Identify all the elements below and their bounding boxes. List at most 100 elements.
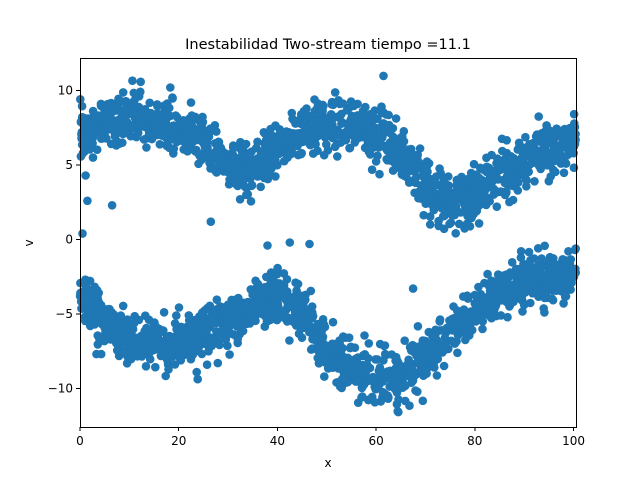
data-point <box>181 124 191 133</box>
data-point <box>414 357 424 367</box>
data-point <box>546 172 555 181</box>
data-point <box>548 295 558 305</box>
data-point <box>571 244 580 253</box>
data-point <box>348 131 358 141</box>
data-point <box>192 367 201 377</box>
data-point <box>439 361 449 371</box>
data-point <box>425 176 435 186</box>
data-point <box>559 168 569 178</box>
data-point <box>392 367 402 377</box>
data-point <box>92 349 101 359</box>
data-point <box>564 247 573 256</box>
data-point <box>261 304 270 314</box>
data-point <box>400 336 410 346</box>
data-point <box>529 254 539 263</box>
data-point <box>444 344 453 354</box>
data-point <box>471 317 481 326</box>
data-point <box>214 137 224 147</box>
data-point <box>337 119 346 128</box>
data-point <box>225 350 234 359</box>
data-point <box>307 118 317 128</box>
data-point <box>404 355 413 365</box>
data-point <box>345 363 355 373</box>
data-point <box>512 265 522 275</box>
data-point <box>251 276 260 286</box>
data-point <box>493 165 503 174</box>
data-point <box>496 311 506 320</box>
data-point <box>429 205 439 215</box>
data-point <box>177 326 186 336</box>
data-point <box>451 202 461 211</box>
data-point <box>80 114 90 123</box>
data-point <box>570 119 579 128</box>
data-point <box>328 100 338 110</box>
data-point <box>280 292 289 301</box>
data-point <box>144 114 153 124</box>
data-point <box>563 140 573 149</box>
data-point <box>561 267 570 276</box>
data-point <box>328 317 338 327</box>
data-point <box>324 344 334 353</box>
data-point <box>384 121 393 131</box>
data-point <box>284 299 294 309</box>
data-point <box>549 134 559 144</box>
data-point <box>375 169 384 179</box>
outlier-point <box>408 284 418 293</box>
data-point <box>80 316 90 326</box>
data-point <box>253 297 263 307</box>
data-point <box>335 361 345 371</box>
data-point <box>436 345 446 355</box>
data-point <box>205 339 214 349</box>
data-point <box>96 101 106 111</box>
data-point <box>423 167 432 177</box>
data-point <box>500 289 509 299</box>
data-point <box>569 109 579 119</box>
data-point <box>94 334 104 343</box>
y-axis-ticks: −10 −5 0 5 10 <box>48 84 80 395</box>
data-point <box>246 197 256 206</box>
data-point <box>485 286 495 296</box>
data-point <box>105 304 114 314</box>
data-point <box>540 293 549 303</box>
data-point <box>302 112 312 122</box>
data-point <box>285 135 294 145</box>
data-point <box>371 157 381 166</box>
data-point <box>310 95 319 104</box>
data-point <box>256 182 266 192</box>
data-point <box>378 387 388 397</box>
data-point <box>233 334 242 344</box>
data-point <box>81 171 90 180</box>
data-point <box>472 297 482 307</box>
x-tick-label: 80 <box>467 434 482 448</box>
data-point <box>164 335 173 345</box>
data-point <box>134 119 144 129</box>
data-point <box>360 350 370 359</box>
y-tick-label: −10 <box>48 381 73 395</box>
data-point <box>118 138 127 147</box>
data-point <box>439 224 449 234</box>
y-tick-label: 10 <box>58 84 73 98</box>
data-point <box>413 387 422 397</box>
data-point <box>257 149 266 159</box>
data-point <box>232 142 241 152</box>
data-point <box>271 172 280 181</box>
data-point <box>451 190 461 200</box>
data-point <box>215 333 225 342</box>
data-point <box>166 83 175 92</box>
data-point <box>571 268 580 277</box>
data-point <box>349 101 359 111</box>
data-point <box>533 286 543 296</box>
data-point <box>164 365 173 374</box>
data-point <box>426 340 436 350</box>
data-point <box>202 360 212 370</box>
data-point <box>132 132 141 142</box>
data-point <box>361 102 370 112</box>
data-point <box>242 183 252 192</box>
data-point <box>186 131 195 141</box>
data-point <box>255 163 264 172</box>
data-point <box>415 342 424 351</box>
data-point <box>337 109 346 119</box>
data-point <box>128 76 137 85</box>
data-point <box>470 290 480 300</box>
data-point <box>155 140 165 149</box>
